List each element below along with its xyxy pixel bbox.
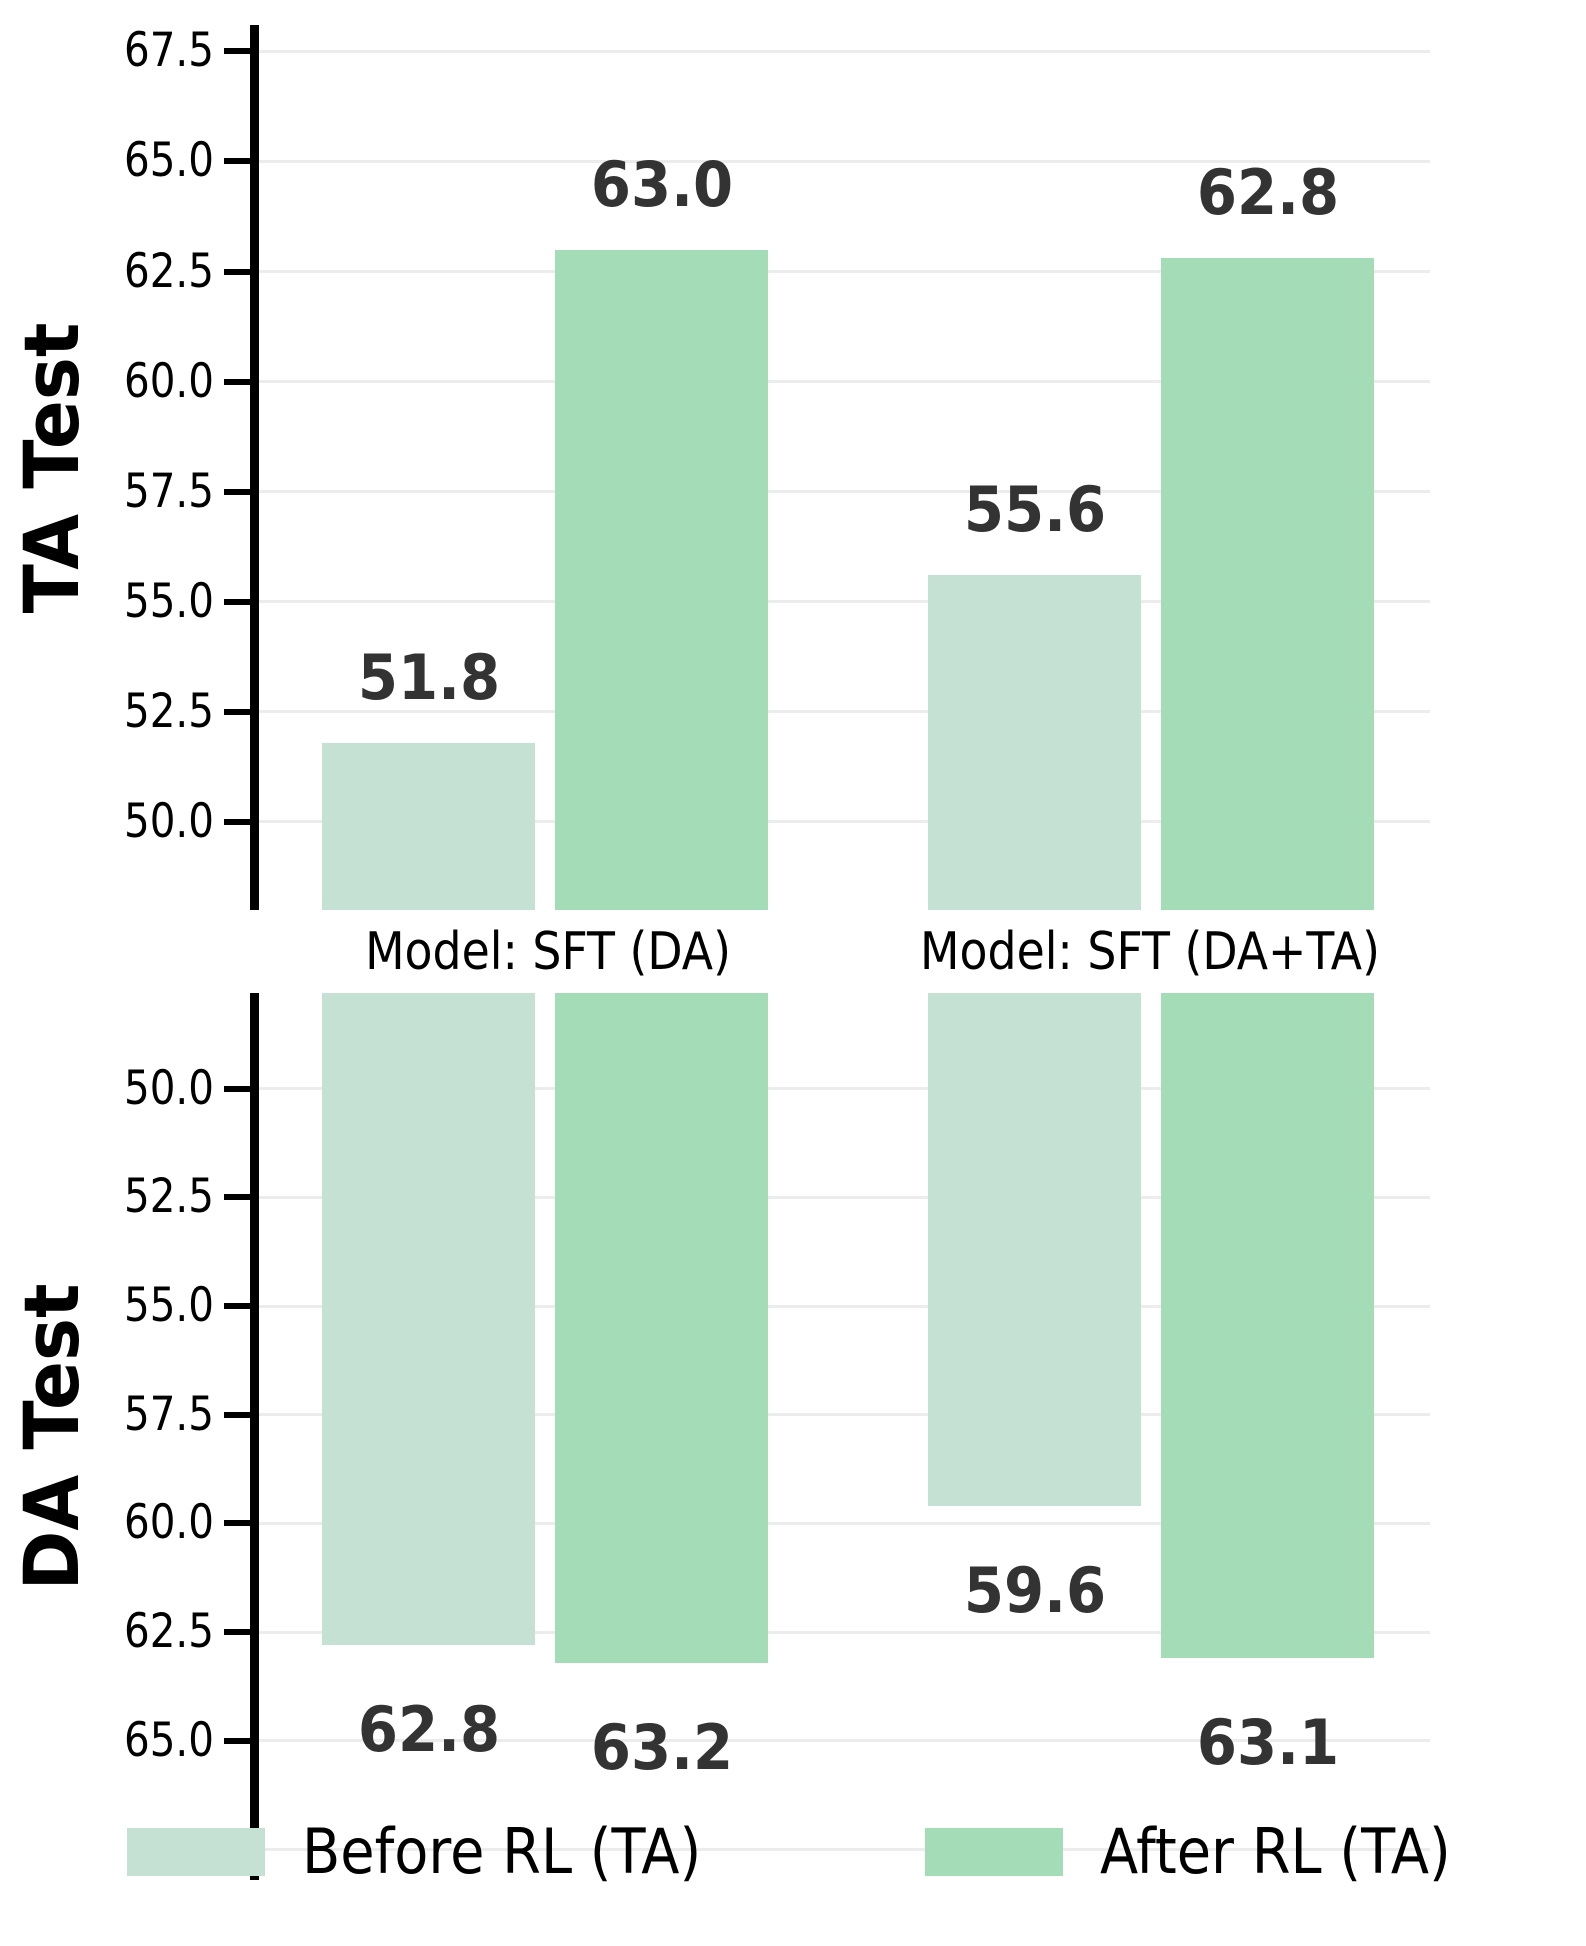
- gridline: [259, 600, 1430, 604]
- bar-before-rl: [928, 575, 1141, 910]
- y-tick: [224, 158, 250, 165]
- gridline: [259, 1304, 1430, 1308]
- y-tick: [224, 1194, 250, 1201]
- gridline: [259, 1413, 1430, 1417]
- legend-swatch-before-rl: [127, 1828, 265, 1876]
- y-tick-label: 55.0: [123, 573, 214, 629]
- y-tick-label: 67.5: [123, 23, 214, 79]
- bar-before-rl: [322, 993, 535, 1646]
- y-tick-label: 60.0: [123, 353, 214, 409]
- y-tick-label: 62.5: [123, 1604, 214, 1660]
- y-tick: [224, 1520, 250, 1527]
- y-tick-label: 52.5: [123, 683, 214, 739]
- legend-label-after-rl: After RL (TA): [1100, 1815, 1451, 1888]
- gridline: [259, 1521, 1430, 1525]
- y-tick: [224, 48, 250, 55]
- y-axis-spine: [250, 25, 259, 910]
- y-tick: [224, 1303, 250, 1310]
- gridline: [259, 710, 1430, 714]
- y-tick-label: 65.0: [123, 133, 214, 189]
- group-label-sft-da-ta: Model: SFT (DA+TA): [920, 922, 1380, 982]
- y-tick: [224, 1629, 250, 1636]
- y-tick-label: 50.0: [123, 1060, 214, 1116]
- gridline: [259, 1848, 1430, 1852]
- y-tick: [224, 1737, 250, 1744]
- y-tick-label: 62.5: [123, 243, 214, 299]
- y-tick: [224, 1085, 250, 1092]
- gridline: [259, 1739, 1430, 1743]
- y-tick: [224, 818, 250, 825]
- gridline: [259, 380, 1430, 384]
- gridline: [259, 1630, 1430, 1634]
- y-tick-label: 65.0: [123, 1712, 214, 1768]
- bar-value-label: 55.6: [963, 473, 1106, 547]
- bar-after-rl: [1161, 258, 1374, 910]
- bar-value-label: 62.8: [1196, 156, 1339, 230]
- y-tick-label: 50.0: [123, 793, 214, 849]
- bar-before-rl: [322, 742, 535, 910]
- gridline: [259, 1087, 1430, 1091]
- y-tick: [224, 488, 250, 495]
- group-label-sft-da: Model: SFT (DA): [365, 922, 731, 982]
- gridline: [259, 1195, 1430, 1199]
- bar-after-rl: [555, 249, 768, 910]
- bar-value-label: 62.8: [357, 1693, 500, 1767]
- legend-swatch-after-rl: [925, 1828, 1063, 1876]
- bar-value-label: 63.0: [590, 147, 733, 221]
- y-tick: [224, 1411, 250, 1418]
- y-tick: [224, 268, 250, 275]
- bar-value-label: 63.1: [1196, 1706, 1339, 1780]
- gridline: [259, 820, 1430, 824]
- gridline: [259, 270, 1430, 274]
- gridline: [259, 159, 1430, 163]
- gridline: [259, 490, 1430, 494]
- bar-after-rl: [555, 993, 768, 1663]
- y-tick: [224, 378, 250, 385]
- bar-value-label: 59.6: [963, 1554, 1106, 1628]
- bar-before-rl: [928, 993, 1141, 1507]
- y-axis-spine: [250, 993, 259, 1880]
- y-tick-label: 57.5: [123, 463, 214, 519]
- y-tick-label: 60.0: [123, 1495, 214, 1551]
- legend-label-before-rl: Before RL (TA): [302, 1815, 702, 1888]
- y-tick: [224, 708, 250, 715]
- gridline: [259, 49, 1430, 53]
- bar-value-label: 63.2: [590, 1710, 733, 1784]
- y-tick-label: 52.5: [123, 1169, 214, 1225]
- y-tick-label: 55.0: [123, 1278, 214, 1334]
- bar-after-rl: [1161, 993, 1374, 1659]
- bar-value-label: 51.8: [357, 640, 500, 714]
- y-tick-label: 57.5: [123, 1386, 214, 1442]
- y-tick: [224, 598, 250, 605]
